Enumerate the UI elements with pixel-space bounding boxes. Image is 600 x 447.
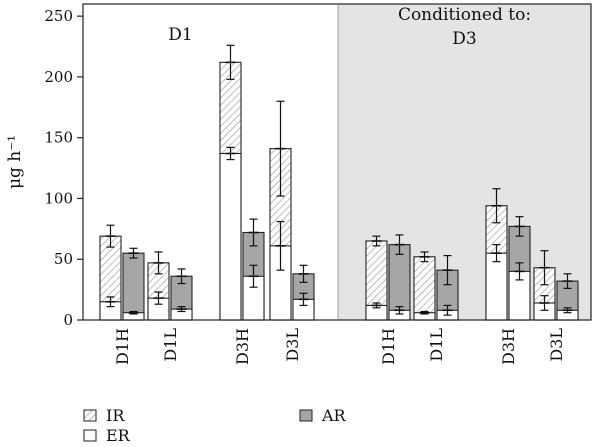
error-bar-ar — [248, 218, 259, 247]
error-bar-total — [419, 251, 430, 263]
bar-ar — [122, 252, 145, 321]
category-label: D1H — [113, 328, 132, 365]
y-axis-title: μg h⁻¹ — [5, 135, 25, 189]
plot-frame — [82, 3, 592, 321]
bar-group — [219, 44, 265, 321]
error-bar-total — [225, 44, 236, 80]
category-label: D1H — [379, 328, 398, 365]
error-bar-er — [105, 296, 116, 308]
error-bar-ar-inner — [128, 310, 139, 315]
legend-swatch — [299, 409, 313, 422]
error-bar-total — [275, 100, 286, 197]
bar-group — [147, 251, 193, 321]
y-tick-label: 150 — [44, 129, 73, 147]
error-bar-total — [153, 251, 164, 275]
y-tick-label: 100 — [44, 189, 73, 207]
error-bar-total — [491, 188, 502, 224]
error-bar-total — [371, 235, 382, 247]
bar-group — [533, 250, 579, 321]
error-bar-er — [419, 310, 430, 315]
panel-label: D3 — [452, 29, 476, 49]
y-tick-label: 0 — [63, 311, 73, 329]
bar-er — [485, 252, 508, 321]
bar-group — [269, 100, 315, 321]
error-bar-er — [225, 146, 236, 161]
error-bar-ar — [394, 234, 405, 255]
legend-swatch — [83, 409, 97, 422]
error-bar-er — [275, 220, 286, 271]
error-bar-total — [539, 250, 550, 286]
bar-ir — [413, 256, 436, 321]
error-bar-ar-inner — [298, 292, 309, 307]
bar-group — [365, 234, 411, 321]
error-bar-ar-inner — [514, 262, 525, 281]
legend-label: ER — [106, 426, 131, 445]
y-tick-label: 200 — [44, 68, 73, 86]
category-label: D1L — [427, 328, 446, 362]
legend-swatch — [83, 429, 97, 442]
bar-group — [413, 251, 459, 321]
category-label: D1L — [161, 328, 180, 362]
error-bar-ar — [128, 247, 139, 259]
error-bar-ar-inner — [248, 264, 259, 288]
category-label: D3H — [499, 328, 518, 365]
error-bar-ar — [562, 273, 573, 289]
category-label: D3H — [233, 328, 252, 365]
error-bar-ar-inner — [394, 306, 405, 315]
legend-label: AR — [321, 406, 347, 425]
panel-label: Conditioned to: — [398, 5, 531, 25]
error-bar-er — [491, 244, 502, 263]
error-bar-ar — [298, 264, 309, 283]
bar-er — [219, 152, 242, 321]
error-bar-total — [105, 224, 116, 248]
error-bar-ar-inner — [176, 306, 187, 313]
panel-label: D1 — [168, 25, 192, 45]
bar-group — [485, 188, 531, 321]
error-bar-ar-inner — [442, 304, 453, 316]
y-tick-label: 250 — [44, 7, 73, 25]
error-bar-er — [539, 295, 550, 311]
error-bar-ar — [176, 268, 187, 285]
error-bar-er — [371, 302, 382, 309]
error-bar-er — [153, 291, 164, 305]
category-label: D3L — [547, 328, 566, 362]
category-label: D3L — [283, 328, 302, 362]
error-bar-ar — [514, 216, 525, 237]
error-bar-ar-inner — [562, 307, 573, 314]
legend-label: IR — [106, 406, 125, 425]
y-tick-label: 50 — [54, 250, 73, 268]
error-bar-ar — [442, 254, 453, 286]
